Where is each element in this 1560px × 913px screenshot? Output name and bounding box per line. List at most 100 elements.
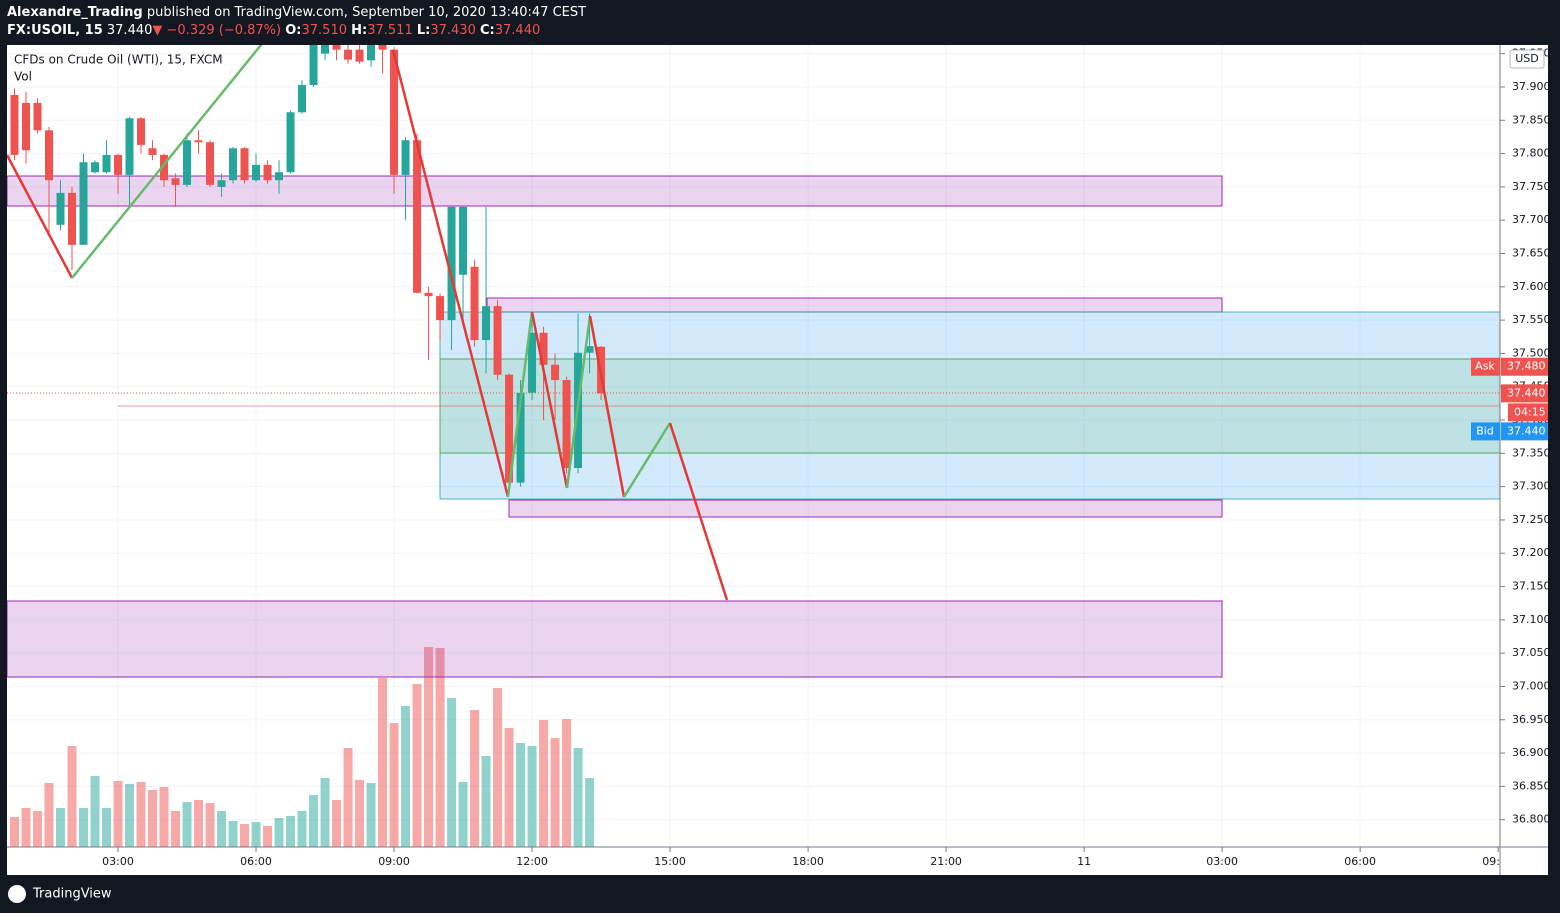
candle-body [148, 148, 157, 155]
y-tick-label: 36.850 [1512, 779, 1551, 792]
candle-body [79, 162, 88, 245]
x-tick-label: 15:00 [654, 855, 686, 868]
candle-body [585, 346, 594, 353]
candle-body [275, 172, 284, 181]
candle-body [22, 102, 31, 151]
y-tick-label: 37.600 [1512, 280, 1551, 293]
candle-body [45, 130, 54, 181]
volume-bar [539, 720, 549, 847]
candle-body [217, 180, 226, 187]
candle-body [114, 154, 123, 175]
candle-body [56, 192, 65, 225]
leg-down [588, 315, 626, 498]
candle-body [137, 118, 146, 145]
candle-body [160, 154, 169, 181]
volume-bar [44, 783, 54, 847]
brand: TradingView [32, 887, 112, 902]
candle-body [378, 45, 387, 50]
volume-bar [447, 698, 457, 847]
volume-bar [102, 808, 112, 847]
volume-bar [458, 782, 468, 847]
candle-body [10, 94, 19, 155]
candle-body [401, 140, 410, 175]
candle-body [447, 206, 456, 321]
zone [7, 600, 1223, 678]
candle-body [528, 332, 537, 393]
leg-down [530, 311, 569, 489]
currency-box [1509, 49, 1545, 69]
volume-bar [585, 778, 595, 847]
currency: USD [1515, 52, 1539, 65]
l: 37.430 [430, 23, 476, 38]
volume-bar [182, 802, 192, 847]
x-tick-label: 12:00 [516, 855, 548, 868]
countdown: 04:15 [1514, 405, 1546, 418]
x-tick-label: 09:00 [1482, 855, 1514, 868]
volume-bar [263, 826, 273, 847]
volume-bar [504, 728, 514, 847]
volume-bar [320, 778, 330, 847]
last: 37.440 [107, 23, 153, 38]
candle-body [413, 140, 422, 293]
volume-bar [378, 678, 388, 847]
y-tick-label: 37.500 [1512, 346, 1551, 359]
y-tick-label: 37.800 [1512, 147, 1551, 160]
y-tick-label: 37.750 [1512, 180, 1551, 193]
drawings [7, 175, 1500, 678]
volume-bar [424, 647, 434, 847]
h-label: H: [351, 23, 367, 38]
y-tick-label: 37.100 [1512, 613, 1551, 626]
candle-body [33, 102, 42, 131]
x-tick-label: 03:00 [1206, 855, 1238, 868]
candle-body [309, 45, 318, 85]
candle-body [436, 296, 445, 321]
candle-body [321, 45, 330, 54]
x-tick-label: 06:00 [1344, 855, 1376, 868]
change: ▼ −0.329 (−0.87%) [152, 23, 281, 38]
price-tags: 37.480 Ask 37.440 04:15 37.440 Bid [1471, 357, 1548, 441]
candle-body [102, 154, 111, 173]
logo [8, 885, 26, 903]
y-tick-label: 37.700 [1512, 213, 1551, 226]
x-tick-label: 06:00 [240, 855, 272, 868]
volume-bar [366, 783, 376, 847]
ohlc-line: FX:USOIL, 15 37.440▼ −0.329 (−0.87%) O:3… [7, 23, 540, 38]
volume-bar [67, 746, 77, 847]
candle-body [505, 374, 514, 483]
volume-bar [493, 688, 503, 847]
c-label: C: [480, 23, 495, 38]
candle-body [424, 292, 433, 297]
zone [508, 499, 1223, 518]
y-tick-label: 37.550 [1512, 313, 1551, 326]
volume-bar [194, 800, 204, 847]
candle-body [183, 140, 192, 185]
header-line: Alexandre_Trading published on TradingVi… [7, 5, 586, 20]
y-tick-label: 37.200 [1512, 546, 1551, 559]
candle-body [539, 332, 548, 365]
volume-bar [90, 776, 100, 847]
y-tick-label: 37.000 [1512, 679, 1551, 692]
candle-body [562, 380, 571, 468]
volume-bar [171, 811, 181, 847]
y-tick-label: 37.850 [1512, 113, 1551, 126]
chart-area [7, 45, 1548, 875]
symbol: FX:USOIL, 15 [7, 23, 103, 38]
volume-bar [401, 706, 411, 847]
candle-body [240, 148, 249, 181]
volume-bar [79, 808, 89, 847]
candle-body [263, 164, 272, 181]
price-tag [1501, 384, 1548, 403]
volume-bar [228, 821, 238, 847]
price-tag-label: 37.440 [1507, 424, 1546, 437]
countdown-box [1508, 403, 1548, 422]
leg-down [668, 422, 729, 601]
legend-title: CFDs on Crude Oil (WTI), 15, FXCM [14, 53, 223, 67]
candle-body [459, 206, 468, 275]
price-tag-name-box [1471, 357, 1500, 376]
price-tag-name: Ask [1475, 360, 1495, 373]
time-axis: 03:00 06:00 09:00 12:00 15:00 18:00 21:00 11 03:… [102, 847, 1514, 868]
candle-body [229, 148, 238, 181]
volume-bar [274, 818, 284, 847]
volume-bar [527, 746, 537, 847]
